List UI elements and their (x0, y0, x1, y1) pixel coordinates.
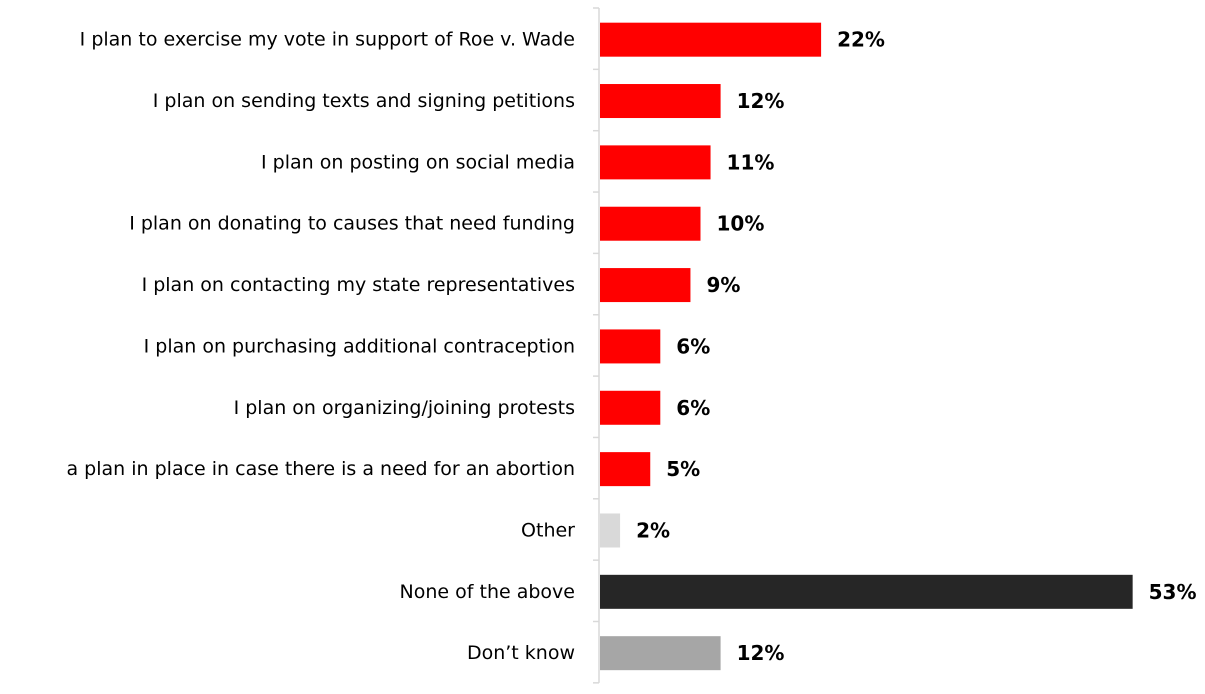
value-label: 22% (837, 28, 885, 52)
category-label: None of the above (400, 581, 575, 603)
bar (600, 84, 721, 119)
value-label: 11% (727, 150, 775, 174)
value-label: 6% (676, 396, 710, 420)
value-label: 5% (666, 457, 700, 481)
category-label: I plan on donating to causes that need f… (129, 213, 575, 235)
category-label: I plan on sending texts and signing peti… (153, 90, 575, 112)
category-label: I plan to exercise my vote in support of… (80, 29, 575, 51)
value-label: 6% (676, 334, 710, 358)
value-label: 12% (737, 641, 785, 665)
category-labels-layer: I plan to exercise my vote in support of… (67, 29, 576, 664)
category-label: Don’t know (467, 642, 575, 664)
bar (600, 452, 651, 487)
axis-layer (593, 7, 600, 684)
category-label: a plan in place in case there is a need … (67, 458, 576, 480)
bar (600, 390, 661, 425)
bars-layer (600, 22, 1133, 671)
value-labels-layer: 22% 12% 11% 10% 9% 6% 6% 5% 2% 53% 12% (636, 28, 1197, 665)
category-label: Other (521, 519, 575, 541)
bar (600, 574, 1133, 609)
value-label: 12% (737, 89, 785, 113)
bar (600, 513, 621, 548)
value-label: 2% (636, 518, 670, 542)
value-label: 10% (717, 212, 765, 236)
value-label: 53% (1149, 580, 1197, 604)
bar (600, 268, 691, 303)
bar (600, 636, 721, 671)
bar (600, 329, 661, 364)
value-label: 9% (706, 273, 740, 297)
category-label: I plan on posting on social media (261, 151, 575, 173)
bar (600, 145, 711, 180)
bar (600, 206, 701, 241)
category-label: I plan on contacting my state representa… (142, 274, 575, 296)
category-label: I plan on purchasing additional contrace… (144, 335, 575, 357)
bar (600, 22, 822, 57)
category-label: I plan on organizing/joining protests (234, 397, 575, 419)
